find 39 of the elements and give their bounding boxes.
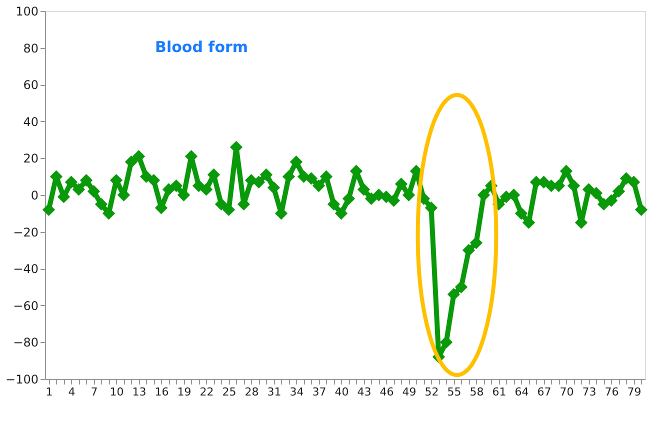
- y-tick-label: −100: [6, 372, 38, 386]
- x-tick-label: 61: [492, 386, 506, 398]
- x-tick-label: 13: [132, 386, 146, 398]
- x-tick-label: 19: [177, 386, 192, 398]
- x-tick-label: 79: [627, 386, 642, 398]
- y-tick-label: −40: [13, 262, 38, 276]
- x-tick-label: 52: [424, 386, 439, 398]
- x-tick-label: 16: [154, 386, 169, 398]
- x-tick-label: 10: [110, 386, 124, 398]
- x-tick-label: 37: [312, 386, 326, 398]
- y-tick-label: 80: [23, 41, 38, 56]
- x-tick-label: 70: [560, 386, 574, 398]
- y-tick-label: −60: [13, 298, 38, 313]
- x-tick-label: 22: [200, 386, 214, 398]
- y-tick-label: −20: [13, 225, 38, 240]
- x-tick-label: 46: [380, 386, 394, 398]
- y-tick-label: −80: [13, 336, 38, 350]
- x-tick-label: 40: [334, 386, 349, 398]
- x-tick-label: 43: [357, 386, 372, 398]
- x-tick-label: 7: [90, 386, 98, 398]
- y-tick-label: 60: [23, 78, 38, 92]
- y-tick-label: 100: [16, 4, 38, 18]
- y-tick-label: 20: [23, 152, 38, 166]
- x-tick-label: 76: [604, 386, 619, 398]
- y-tick-label: 0: [30, 188, 38, 202]
- x-tick-label: 34: [290, 386, 304, 398]
- x-tick-label: 1: [46, 386, 53, 398]
- x-tick-label: 55: [447, 386, 462, 398]
- x-tick-label: 67: [537, 386, 552, 398]
- x-tick-label: 31: [267, 386, 282, 398]
- x-tick-label: 25: [222, 386, 236, 398]
- x-tick-label: 58: [470, 386, 484, 398]
- text: Blood form: [155, 38, 248, 56]
- x-tick-label: 64: [514, 386, 529, 398]
- x-tick-label: 73: [582, 386, 596, 398]
- x-tick-label: 49: [402, 386, 416, 398]
- x-tick-label: 28: [244, 386, 259, 398]
- y-tick-label: 40: [23, 114, 38, 129]
- x-tick-label: 4: [68, 386, 76, 398]
